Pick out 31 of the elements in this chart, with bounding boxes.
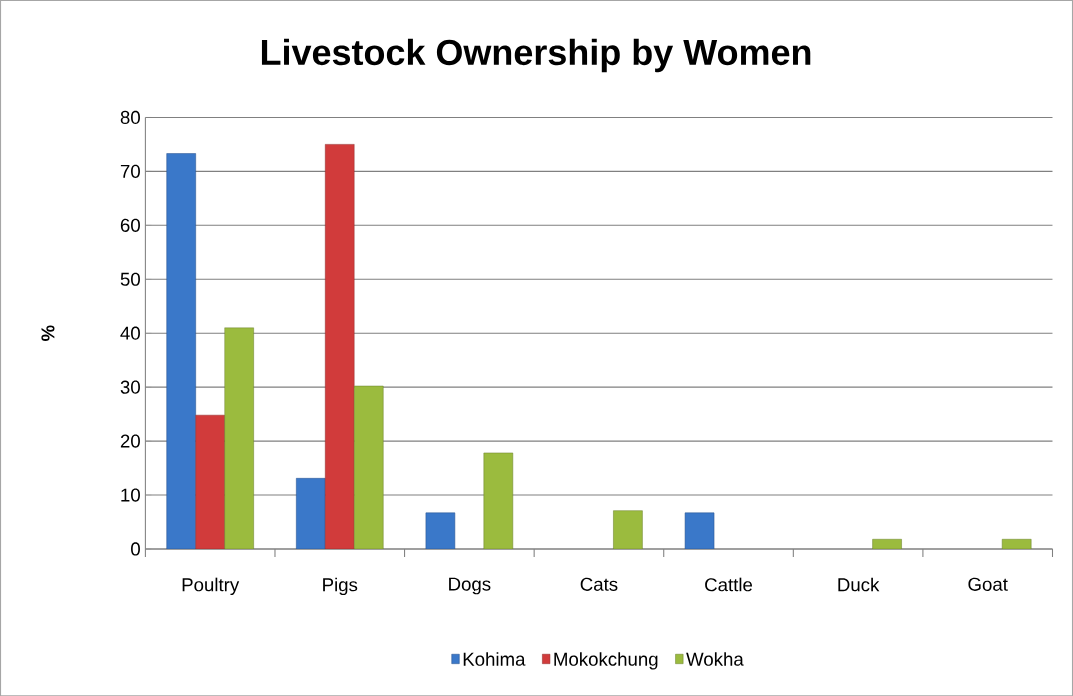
y-tick-label: 10	[121, 488, 140, 502]
x-tick-label: Pigs	[323, 577, 358, 595]
bar	[613, 510, 643, 549]
y-tick-label: 30	[120, 380, 140, 394]
legend-label: Kohima	[463, 651, 526, 666]
bar	[483, 452, 514, 549]
y-tick-label: 20	[120, 434, 140, 448]
y-tick-label: 50	[120, 272, 140, 286]
bar	[224, 327, 254, 549]
bar	[325, 143, 355, 549]
y-tick-label: 0	[131, 542, 140, 556]
y-axis-title: %	[41, 325, 55, 341]
bar	[195, 414, 225, 549]
x-tick-label: Poultry	[182, 577, 240, 595]
y-tick-label: 70	[120, 164, 140, 178]
x-tick-label: Cats	[580, 577, 618, 591]
bar	[296, 477, 326, 549]
bar	[166, 153, 196, 549]
legend-label: Wokha	[686, 651, 744, 666]
y-tick-label: 40	[120, 326, 140, 340]
bar	[425, 512, 456, 549]
y-tick-label: 60	[120, 218, 140, 232]
legend-label: Mokokchung	[554, 651, 658, 670]
x-tick-label: Duck	[838, 577, 880, 592]
bar	[353, 385, 384, 549]
chart-title: Livestock Ownership by Women	[261, 38, 811, 73]
y-tick-label: 80	[120, 110, 140, 124]
x-tick-label: Dogs	[449, 577, 491, 595]
x-tick-label: Cattle	[705, 577, 753, 592]
x-tick-label: Goat	[968, 577, 1008, 591]
bar	[684, 512, 715, 549]
